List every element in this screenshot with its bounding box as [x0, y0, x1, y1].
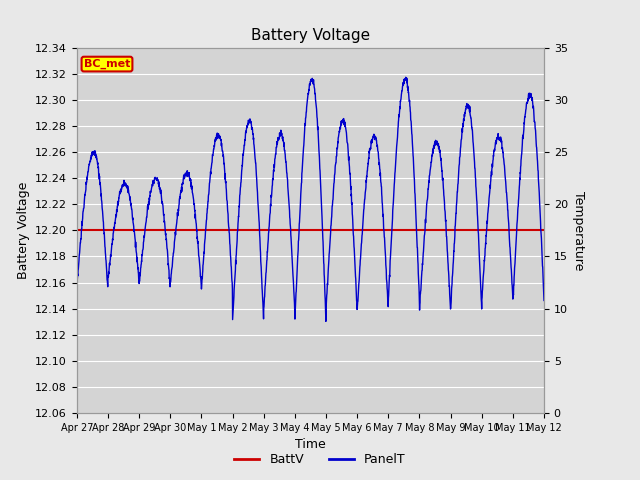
Y-axis label: Temperature: Temperature — [572, 191, 584, 270]
Legend: BattV, PanelT: BattV, PanelT — [229, 448, 411, 471]
Text: BC_met: BC_met — [84, 59, 130, 69]
X-axis label: Time: Time — [295, 438, 326, 451]
Y-axis label: Battery Voltage: Battery Voltage — [17, 182, 29, 279]
Title: Battery Voltage: Battery Voltage — [251, 28, 370, 43]
